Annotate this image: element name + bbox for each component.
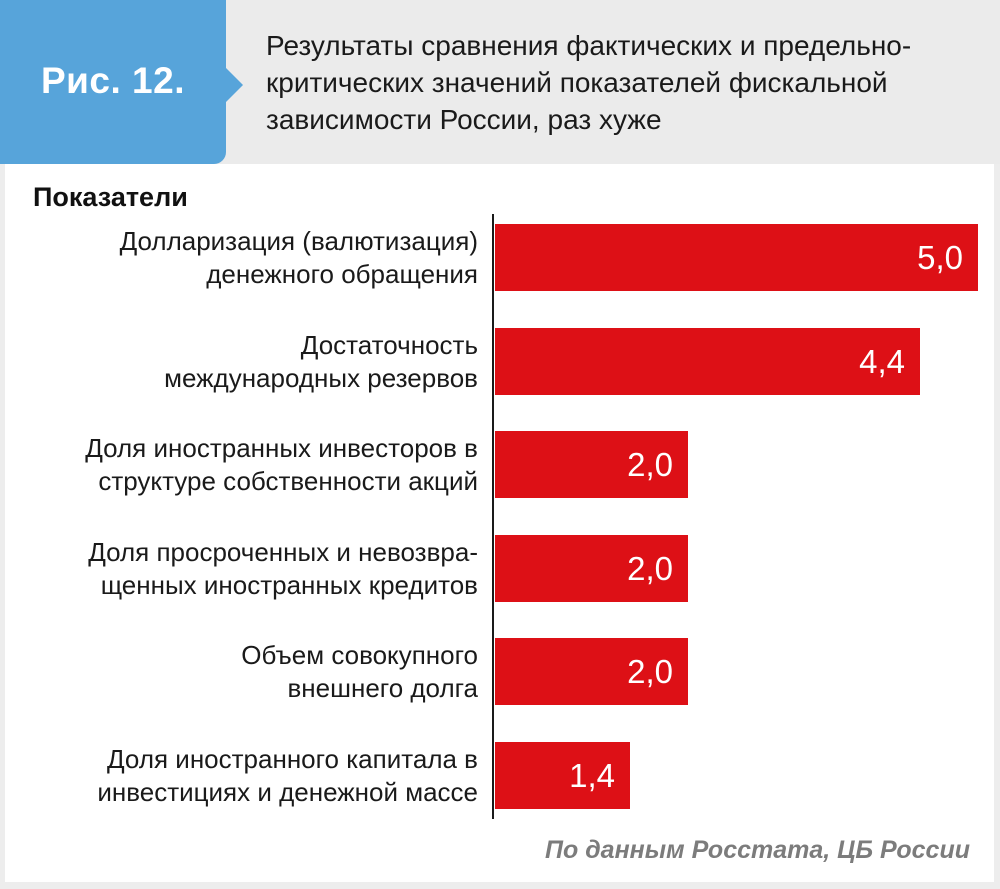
tag-arrow-icon (226, 68, 243, 102)
bar: 2,0 (495, 431, 688, 498)
bar-value-label: 1,4 (569, 756, 615, 794)
category-label: Долларизация (валютизация) денежного обра… (119, 225, 478, 289)
frame-edge-right (994, 164, 1000, 889)
bar: 1,4 (495, 742, 630, 809)
bar-value-label: 2,0 (627, 652, 673, 690)
frame-edge-bottom (0, 882, 1000, 889)
source-note: По данным Росстата, ЦБ России (545, 836, 970, 864)
chart-row: Доля просроченных и невозвра-щенных инос… (0, 535, 1000, 602)
category-label: Объем совокупного внешнего долга (241, 639, 478, 703)
chart-row: Долларизация (валютизация) денежного обра… (0, 224, 1000, 291)
axis-header: Показатели (33, 182, 188, 212)
bar: 4,4 (495, 328, 920, 395)
figure-header: Результаты сравнения фактических и преде… (0, 0, 1000, 164)
axis-line (492, 214, 494, 819)
chart-title: Результаты сравнения фактических и преде… (266, 29, 912, 135)
category-label: Доля иностранного капитала в инвестициях … (97, 743, 478, 807)
bar-value-label: 2,0 (627, 549, 673, 587)
chart-row: Достаточность международных резервов 4,4 (0, 328, 1000, 395)
frame-edge-left (0, 164, 5, 889)
chart-row: Объем совокупного внешнего долга 2,0 (0, 638, 1000, 705)
category-label: Доля просроченных и невозвра-щенных инос… (88, 536, 478, 600)
chart-row: Доля иностранного капитала в инвестициях … (0, 742, 1000, 809)
bar: 2,0 (495, 535, 688, 602)
chart-row: Доля иностранных инвесторов в структуре с… (0, 431, 1000, 498)
bar-value-label: 2,0 (627, 445, 673, 483)
category-label: Достаточность международных резервов (164, 329, 478, 393)
category-label: Доля иностранных инвесторов в структуре с… (85, 432, 478, 496)
bar-value-label: 4,4 (859, 342, 905, 380)
figure-number-label: Рис. 12. (41, 60, 185, 101)
bar-value-label: 5,0 (917, 238, 963, 276)
bar: 5,0 (495, 224, 978, 291)
figure-number-tag: Рис. 12. (0, 0, 226, 164)
bar: 2,0 (495, 638, 688, 705)
